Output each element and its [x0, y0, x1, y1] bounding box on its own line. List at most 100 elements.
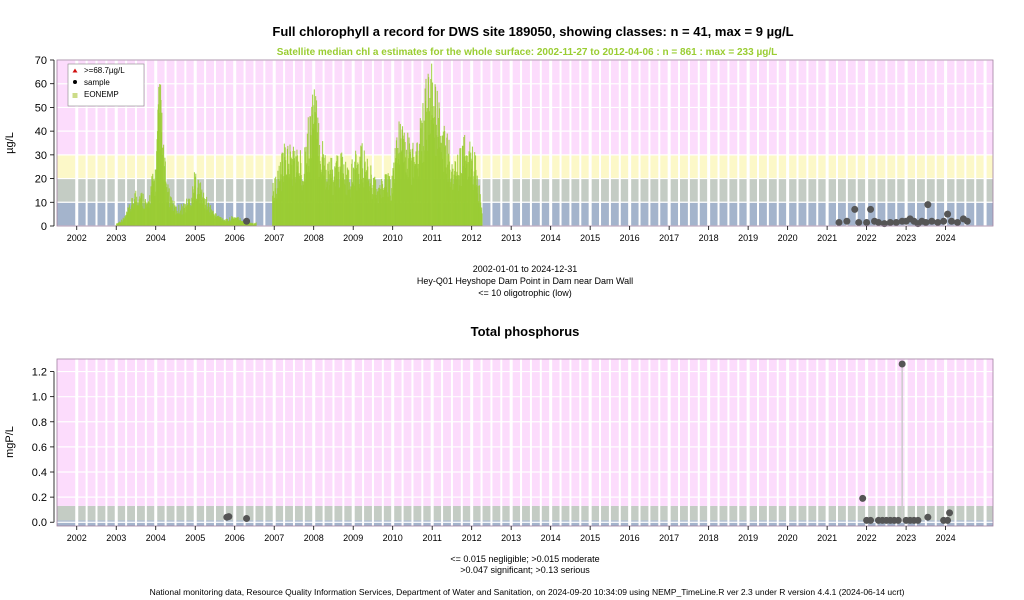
sample-point — [914, 516, 922, 524]
chlorophyll-legend: >=68.7µg/L sample EONEMP — [67, 63, 145, 107]
sample-point — [835, 218, 843, 226]
sample-point — [843, 217, 851, 225]
y-tick-label: 1.0 — [32, 392, 47, 404]
x-tick-label: 2014 — [541, 233, 561, 243]
x-tick-label: 2024 — [936, 233, 956, 243]
caption-line: 2002-01-01 to 2024-12-31 — [473, 264, 578, 274]
x-tick-label: 2013 — [501, 233, 521, 243]
x-tick-label: 2005 — [185, 233, 205, 243]
y-tick-label: 0.2 — [32, 492, 47, 504]
chart-title: Total phosphorus — [471, 324, 580, 339]
sample-point — [948, 217, 956, 225]
sample-point — [851, 205, 859, 213]
x-tick-label: 2024 — [936, 533, 956, 543]
x-tick-label: 2008 — [304, 233, 324, 243]
sample-point — [953, 218, 961, 226]
sample-point — [944, 210, 952, 218]
sample-point — [928, 217, 936, 225]
sample-point — [867, 205, 875, 213]
x-tick-label: 2019 — [738, 233, 758, 243]
phosphorus-panel: Total phosphorus 0.0 0.2 0.4 0.6 0.8 1.0 1.2 20… — [4, 324, 994, 575]
sample-point — [867, 516, 875, 524]
x-tick-label: 2015 — [580, 533, 600, 543]
y-axis-label: µg/L — [4, 132, 16, 154]
y-tick-label: 1.2 — [32, 367, 47, 379]
x-tick-label: 2011 — [423, 233, 442, 243]
legend-dot-icon — [73, 80, 77, 84]
phosphorus-plot-area: 0.0 0.2 0.4 0.6 0.8 1.0 1.2 2002 2003 2004 2005 200… — [32, 358, 994, 543]
x-tick-label: 2004 — [146, 533, 166, 543]
x-tick-label: 2016 — [620, 233, 640, 243]
sample-point — [874, 218, 882, 226]
y-tick-label: 10 — [35, 197, 47, 209]
footer-note: National monitoring data, Resource Quali… — [150, 587, 905, 597]
legend-label: >=68.7µg/L — [84, 66, 125, 75]
sample-point — [946, 509, 954, 517]
y-tick-label: 40 — [35, 126, 47, 138]
x-tick-label: 2018 — [699, 233, 719, 243]
sample-point — [880, 220, 888, 228]
sample-point — [225, 513, 233, 521]
x-tick-label: 2020 — [778, 533, 798, 543]
x-tick-label: 2006 — [225, 233, 245, 243]
y-tick-label: 0.6 — [32, 442, 47, 454]
x-tick-label: 2022 — [857, 533, 877, 543]
x-tick-label: 2020 — [778, 233, 798, 243]
x-tick-label: 2021 — [817, 533, 837, 543]
caption-line: Hey-Q01 Heyshope Dam Point in Dam near D… — [417, 276, 633, 286]
x-tick-label: 2002 — [67, 533, 87, 543]
x-tick-label: 2008 — [304, 533, 324, 543]
legend-box — [67, 63, 145, 107]
sample-point — [243, 514, 251, 522]
sample-point — [863, 218, 871, 226]
sample-point — [855, 218, 863, 226]
class-band — [57, 505, 993, 521]
x-tick-label: 2017 — [659, 233, 679, 243]
x-tick-label: 2016 — [620, 533, 640, 543]
x-tick-label: 2015 — [580, 233, 600, 243]
sample-point — [944, 516, 952, 524]
sample-point — [934, 218, 942, 226]
class-band — [57, 359, 993, 506]
caption-line: <= 0.015 negligible; >0.015 moderate — [450, 554, 599, 564]
sample-point — [898, 360, 906, 368]
legend-triangle-icon — [72, 68, 78, 73]
x-tick-label: 2004 — [146, 233, 166, 243]
x-tick-label: 2018 — [699, 533, 719, 543]
sample-point — [859, 494, 867, 502]
x-tick-label: 2023 — [896, 233, 916, 243]
chlorophyll-plot-area: 0 10 20 30 40 50 60 70 2002 2003 2004 2005 2006 2007 2… — [35, 55, 994, 243]
sample-point — [924, 201, 932, 209]
chlorophyll-panel: Full chlorophyll a record for DWS site 1… — [4, 24, 994, 298]
x-tick-label: 2006 — [225, 533, 245, 543]
x-tick-label: 2023 — [896, 533, 916, 543]
legend-label: EONEMP — [84, 90, 119, 99]
x-tick-label: 2014 — [541, 533, 561, 543]
x-tick-label: 2011 — [423, 533, 442, 543]
legend-label: sample — [84, 78, 110, 87]
caption-line: <= 10 oligotrophic (low) — [478, 288, 572, 298]
plot-border — [56, 59, 994, 227]
y-tick-label: 0.4 — [32, 467, 47, 479]
y-tick-label: 60 — [35, 79, 47, 91]
y-tick-label: 50 — [35, 102, 47, 114]
x-tick-label: 2013 — [501, 533, 521, 543]
sample-point — [886, 218, 894, 226]
sample-point — [963, 217, 971, 225]
legend-square-icon — [72, 93, 78, 98]
sample-point — [922, 218, 930, 226]
x-tick-label: 2007 — [264, 533, 284, 543]
y-tick-label: 0.8 — [32, 417, 47, 429]
x-tick-label: 2003 — [106, 533, 126, 543]
sample-point — [940, 217, 948, 225]
sample-point — [894, 516, 902, 524]
x-tick-label: 2017 — [659, 533, 679, 543]
y-tick-label: 30 — [35, 150, 47, 162]
sample-point — [892, 218, 900, 226]
class-band — [57, 154, 993, 179]
y-tick-label: 70 — [35, 55, 47, 67]
x-tick-label: 2010 — [383, 233, 403, 243]
x-tick-label: 2005 — [185, 533, 205, 543]
caption-line: >0.047 significant; >0.13 serious — [460, 565, 590, 575]
y-tick-label: 0 — [41, 221, 47, 233]
